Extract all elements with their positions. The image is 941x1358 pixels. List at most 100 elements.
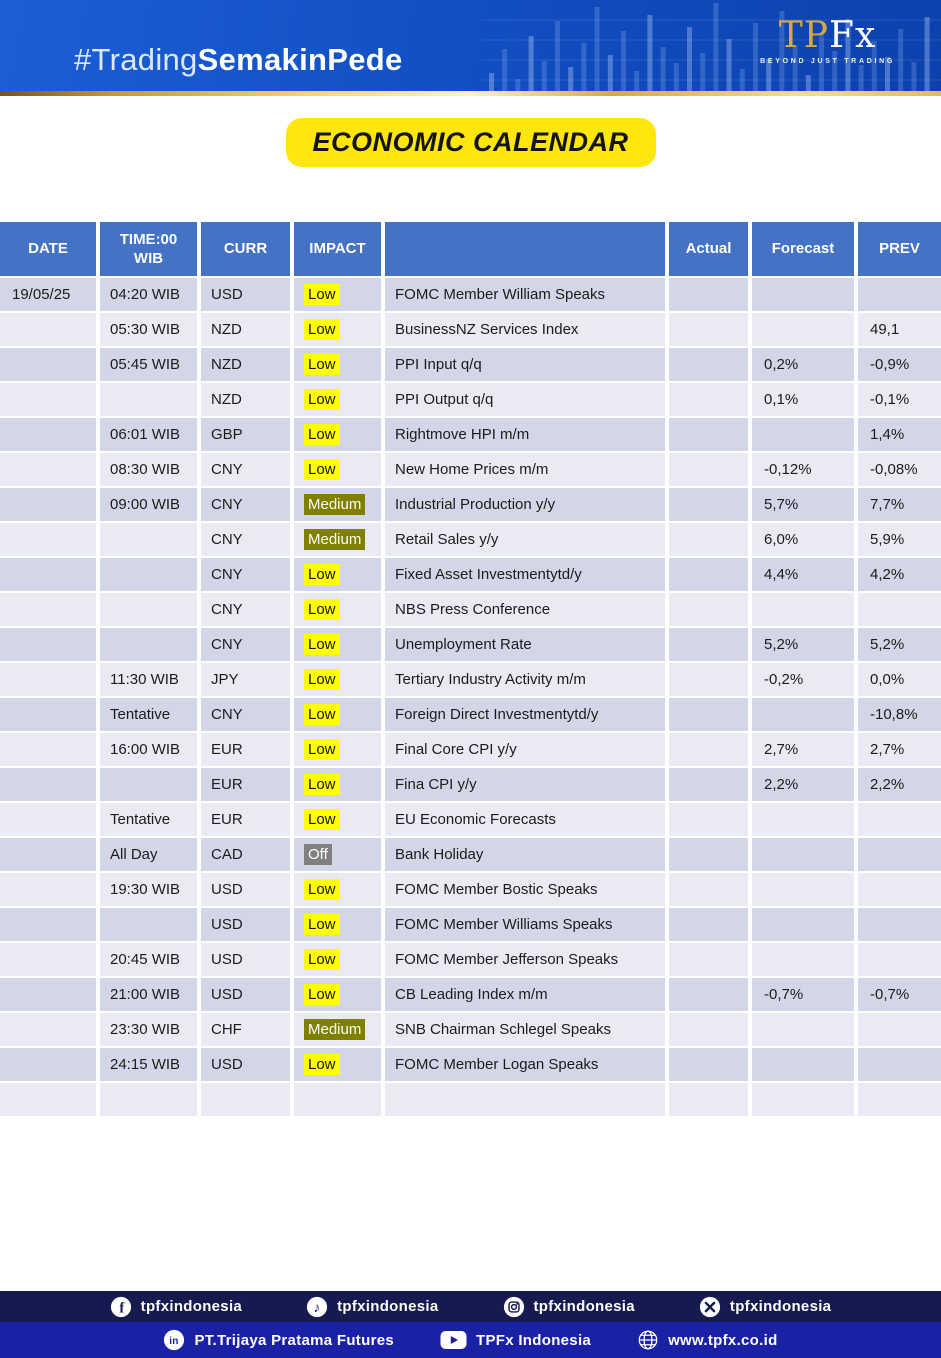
cell-impact: Low (294, 453, 381, 486)
globe-icon (637, 1329, 659, 1351)
cell-event: Tertiary Industry Activity m/m (385, 663, 665, 696)
cell-prev: 2,7% (858, 733, 941, 766)
footer-link-linkedin[interactable]: in PT.Trijaya Pratama Futures (163, 1329, 394, 1351)
cell-time (100, 768, 197, 801)
cell-currency: USD (201, 1048, 290, 1081)
cell-event: FOMC Member Williams Speaks (385, 908, 665, 941)
cell-event: SNB Chairman Schlegel Speaks (385, 1013, 665, 1046)
cell-currency: NZD (201, 348, 290, 381)
cell-event (385, 1083, 665, 1116)
cell-time (100, 558, 197, 591)
tpfx-logo-wordmark: TPFx (760, 18, 895, 54)
cell-forecast (752, 1048, 854, 1081)
svg-text:♪: ♪ (314, 1300, 321, 1315)
cell-time: Tentative (100, 803, 197, 836)
cell-date (0, 1048, 96, 1081)
cell-event: Fixed Asset Investmentytd/y (385, 558, 665, 591)
impact-badge: Low (304, 354, 340, 375)
cell-time (100, 593, 197, 626)
cell-prev (858, 943, 941, 976)
cell-event: FOMC Member Bostic Speaks (385, 873, 665, 906)
cell-impact: Low (294, 313, 381, 346)
footer-link-tiktok[interactable]: ♪ tpfxindonesia (306, 1296, 438, 1318)
impact-badge: Medium (304, 494, 366, 515)
cell-prev (858, 593, 941, 626)
impact-badge: Low (304, 389, 340, 410)
column-header: IMPACT (294, 222, 381, 276)
cell-date (0, 698, 96, 731)
cell-date (0, 838, 96, 871)
cell-prev: 5,9% (858, 523, 941, 556)
cell-forecast (752, 943, 854, 976)
cell-forecast (752, 873, 854, 906)
footer: f tpfxindonesia ♪ tpfxindonesia tpfxindonesi… (0, 1291, 941, 1358)
impact-badge: Medium (304, 529, 366, 550)
cell-forecast: -0,7% (752, 978, 854, 1011)
cell-impact: Low (294, 768, 381, 801)
footer-link-globe[interactable]: www.tpfx.co.id (637, 1329, 777, 1351)
cell-forecast (752, 698, 854, 731)
cell-actual (669, 1048, 748, 1081)
cell-event: BusinessNZ Services Index (385, 313, 665, 346)
cell-forecast: 2,7% (752, 733, 854, 766)
cell-event: Bank Holiday (385, 838, 665, 871)
impact-badge: Low (304, 1054, 340, 1075)
cell-prev (858, 1013, 941, 1046)
cell-forecast (752, 908, 854, 941)
cell-actual (669, 908, 748, 941)
impact-badge: Low (304, 284, 340, 305)
cell-currency: EUR (201, 803, 290, 836)
cell-time: Tentative (100, 698, 197, 731)
cell-currency: CNY (201, 453, 290, 486)
cell-impact: Low (294, 383, 381, 416)
impact-badge: Low (304, 949, 340, 970)
cell-currency: CNY (201, 698, 290, 731)
cell-event: Final Core CPI y/y (385, 733, 665, 766)
cell-time (100, 908, 197, 941)
footer-social-bar: f tpfxindonesia ♪ tpfxindonesia tpfxindonesi… (0, 1291, 941, 1322)
cell-prev (858, 1083, 941, 1116)
cell-currency: USD (201, 278, 290, 311)
cell-impact (294, 1083, 381, 1116)
cell-currency: CNY (201, 593, 290, 626)
impact-badge: Low (304, 319, 340, 340)
footer-link-x[interactable]: tpfxindonesia (699, 1296, 831, 1318)
cell-time: All Day (100, 838, 197, 871)
cell-impact: Low (294, 663, 381, 696)
cell-prev: 7,7% (858, 488, 941, 521)
cell-event: NBS Press Conference (385, 593, 665, 626)
cell-actual (669, 453, 748, 486)
impact-badge: Low (304, 634, 340, 655)
top-banner: #TradingSemakinPede TPFx BEYOND JUST TRA… (0, 0, 941, 91)
cell-actual (669, 873, 748, 906)
footer-link-facebook[interactable]: f tpfxindonesia (110, 1296, 242, 1318)
cell-prev: 49,1 (858, 313, 941, 346)
cell-forecast: 0,1% (752, 383, 854, 416)
cell-event: PPI Output q/q (385, 383, 665, 416)
svg-text:in: in (170, 1336, 180, 1347)
cell-date (0, 558, 96, 591)
linkedin-icon: in (163, 1329, 185, 1351)
chart-decoration (481, 3, 941, 91)
campaign-hashtag: #TradingSemakinPede (74, 42, 403, 78)
cell-forecast: -0,2% (752, 663, 854, 696)
cell-impact: Low (294, 908, 381, 941)
cell-currency: CAD (201, 838, 290, 871)
footer-link-instagram[interactable]: tpfxindonesia (503, 1296, 635, 1318)
cell-currency: EUR (201, 733, 290, 766)
footer-link-youtube[interactable]: TPFx Indonesia (440, 1330, 591, 1350)
logo-tp: TP (778, 15, 830, 56)
cell-time (100, 628, 197, 661)
cell-event: New Home Prices m/m (385, 453, 665, 486)
cell-currency: CNY (201, 523, 290, 556)
column-header: PREV (858, 222, 941, 276)
hashtag-bold: SemakinPede (197, 42, 403, 77)
cell-date (0, 523, 96, 556)
cell-actual (669, 838, 748, 871)
cell-event: Rightmove HPI m/m (385, 418, 665, 451)
cell-time: 16:00 WIB (100, 733, 197, 766)
impact-badge: Low (304, 809, 340, 830)
cell-forecast: 4,4% (752, 558, 854, 591)
cell-prev: 1,4% (858, 418, 941, 451)
cell-event: FOMC Member Logan Speaks (385, 1048, 665, 1081)
